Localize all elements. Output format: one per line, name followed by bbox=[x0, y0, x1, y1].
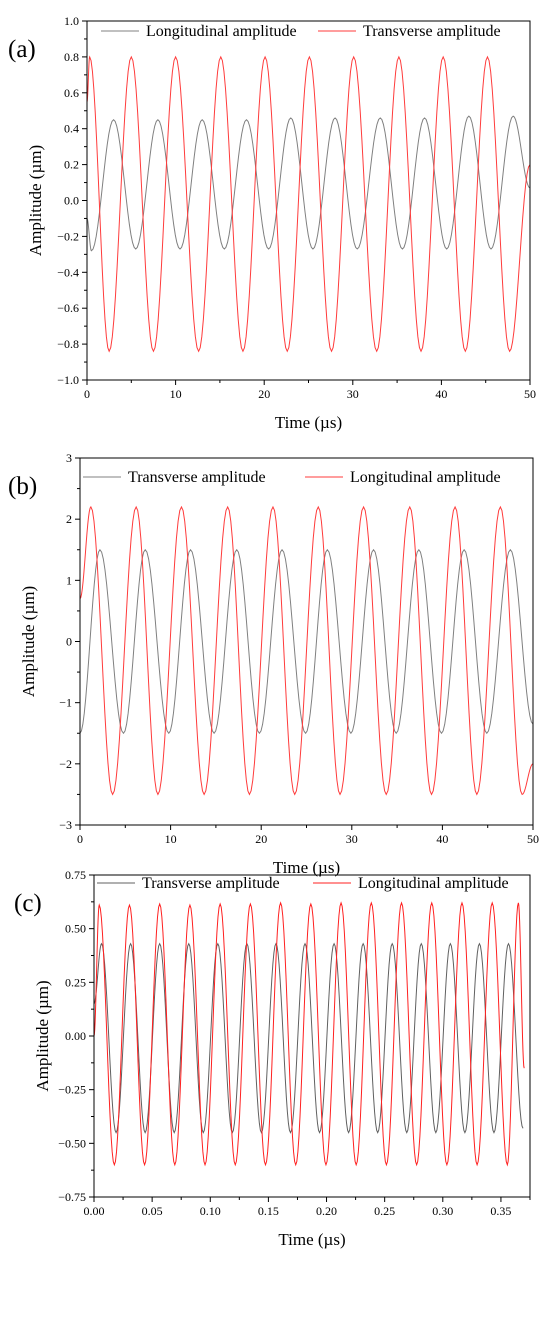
legend-label: Longitudinal amplitude bbox=[350, 469, 501, 486]
y-tick-label: −1.0 bbox=[57, 373, 79, 387]
y-tick-label: 0.00 bbox=[65, 1029, 86, 1043]
y-tick-label: 1.0 bbox=[64, 14, 79, 28]
x-tick-label: 0.10 bbox=[200, 1204, 221, 1218]
series-line-longitudinal-amplitude bbox=[87, 115, 530, 252]
x-tick-label: 40 bbox=[435, 387, 447, 401]
legend-label: Longitudinal amplitude bbox=[146, 23, 297, 40]
x-tick-label: 20 bbox=[255, 832, 267, 846]
y-tick-label: 3 bbox=[66, 451, 72, 465]
y-tick-label: −0.75 bbox=[58, 1190, 86, 1204]
y-tick-label: 0.2 bbox=[64, 158, 79, 172]
x-tick-label: 0.30 bbox=[432, 1204, 453, 1218]
x-tick-label: 10 bbox=[165, 832, 177, 846]
chart-panel-a: −1.0 −0.8 −0.6 −0.4 −0.2 0.0 0.2 0.4 0.6 0.8 1.0 0 1… bbox=[8, 14, 536, 432]
y-tick-label: −0.6 bbox=[57, 301, 79, 315]
legend-label: Transverse amplitude bbox=[363, 23, 501, 40]
x-tick-label: 10 bbox=[170, 387, 182, 401]
x-tick-label: 0 bbox=[77, 832, 83, 846]
panel-label: (b) bbox=[8, 473, 37, 500]
plot-frame bbox=[86, 20, 531, 381]
y-tick-label: 1 bbox=[66, 573, 72, 587]
legend-label: Longitudinal amplitude bbox=[358, 875, 509, 892]
x-tick-label: 0.25 bbox=[374, 1204, 395, 1218]
y-tick-label: −0.25 bbox=[58, 1083, 86, 1097]
series-line-transverse-amplitude bbox=[80, 548, 533, 735]
x-tick-label: 0.05 bbox=[142, 1204, 163, 1218]
y-tick-label: 0.6 bbox=[64, 86, 79, 100]
y-tick-label: 0.4 bbox=[64, 122, 79, 136]
series-line-transverse-amplitude bbox=[94, 942, 524, 1134]
y-tick-label: 0.75 bbox=[65, 868, 86, 882]
y-tick-label: −0.4 bbox=[57, 265, 79, 279]
y-tick-label: −0.8 bbox=[57, 337, 79, 351]
legend-label: Transverse amplitude bbox=[142, 875, 280, 892]
x-tick-label: 0.15 bbox=[258, 1204, 279, 1218]
x-tick-label: 40 bbox=[436, 832, 448, 846]
y-tick-label: −2 bbox=[59, 757, 72, 771]
x-tick-label: 0 bbox=[84, 387, 90, 401]
series-line-longitudinal-amplitude bbox=[80, 505, 533, 796]
y-tick-label: −0.2 bbox=[57, 229, 79, 243]
x-tick-label: 0.35 bbox=[490, 1204, 511, 1218]
y-tick-label: 2 bbox=[66, 512, 72, 526]
y-axis-title: Amplitude (µm) bbox=[26, 145, 45, 256]
x-tick-label: 30 bbox=[346, 832, 358, 846]
y-tick-label: 0.0 bbox=[64, 194, 79, 208]
y-tick-label: −3 bbox=[59, 818, 72, 832]
series-line-transverse-amplitude bbox=[87, 55, 530, 353]
x-axis-title: Time (µs) bbox=[278, 1230, 345, 1249]
x-axis-title: Time (µs) bbox=[273, 858, 340, 877]
x-tick-label: 30 bbox=[347, 387, 359, 401]
series-line-longitudinal-amplitude bbox=[94, 901, 525, 1167]
x-tick-label: 0.00 bbox=[84, 1204, 105, 1218]
x-tick-label: 50 bbox=[527, 832, 539, 846]
y-axis-title: Amplitude (µm) bbox=[19, 586, 38, 697]
x-tick-label: 50 bbox=[524, 387, 536, 401]
y-tick-label: −0.50 bbox=[58, 1136, 86, 1150]
x-axis-title: Time (µs) bbox=[275, 413, 342, 432]
x-tick-label: 0.20 bbox=[316, 1204, 337, 1218]
panel-label: (a) bbox=[8, 36, 36, 63]
y-tick-label: 0.8 bbox=[64, 50, 79, 64]
panel-label: (c) bbox=[14, 890, 42, 917]
x-tick-label: 20 bbox=[258, 387, 270, 401]
y-tick-label: 0.50 bbox=[65, 922, 86, 936]
chart-panel-c: −0.75 −0.50 −0.25 0.00 0.25 0.50 0.75 0.00 0.05 0… bbox=[14, 868, 531, 1249]
y-axis-title: Amplitude (µm) bbox=[33, 980, 52, 1091]
y-tick-label: 0 bbox=[66, 635, 72, 649]
y-tick-label: 0.25 bbox=[65, 975, 86, 989]
y-tick-label: −1 bbox=[59, 696, 72, 710]
legend-label: Transverse amplitude bbox=[128, 469, 266, 486]
